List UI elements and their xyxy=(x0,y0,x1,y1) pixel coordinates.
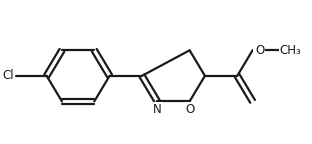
Text: O: O xyxy=(254,44,264,57)
Text: —: — xyxy=(270,44,281,57)
Text: O: O xyxy=(255,44,264,57)
Text: CH₃: CH₃ xyxy=(280,44,302,57)
Text: O: O xyxy=(185,103,194,116)
Text: Cl: Cl xyxy=(3,69,14,82)
Text: N: N xyxy=(153,103,162,116)
